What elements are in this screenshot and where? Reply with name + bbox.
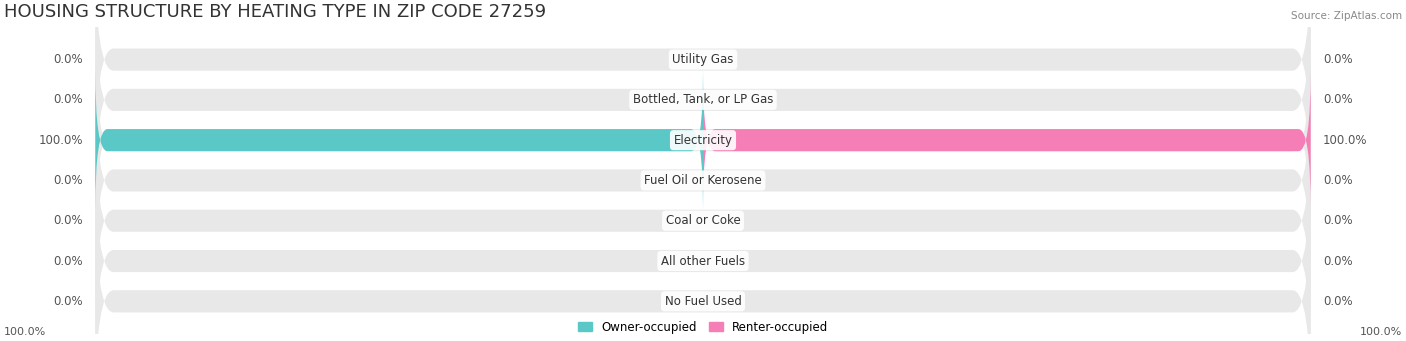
Text: 0.0%: 0.0% bbox=[53, 295, 83, 308]
Text: 0.0%: 0.0% bbox=[1323, 214, 1353, 227]
Text: Fuel Oil or Kerosene: Fuel Oil or Kerosene bbox=[644, 174, 762, 187]
Text: 0.0%: 0.0% bbox=[53, 93, 83, 106]
FancyBboxPatch shape bbox=[703, 71, 1310, 210]
FancyBboxPatch shape bbox=[96, 30, 1310, 250]
Text: 0.0%: 0.0% bbox=[1323, 295, 1353, 308]
Legend: Owner-occupied, Renter-occupied: Owner-occupied, Renter-occupied bbox=[578, 321, 828, 334]
Text: 100.0%: 100.0% bbox=[4, 327, 46, 337]
Text: 0.0%: 0.0% bbox=[53, 174, 83, 187]
Text: HOUSING STRUCTURE BY HEATING TYPE IN ZIP CODE 27259: HOUSING STRUCTURE BY HEATING TYPE IN ZIP… bbox=[4, 3, 547, 21]
Text: Utility Gas: Utility Gas bbox=[672, 53, 734, 66]
Text: 0.0%: 0.0% bbox=[1323, 254, 1353, 268]
Text: 0.0%: 0.0% bbox=[1323, 174, 1353, 187]
Text: Electricity: Electricity bbox=[673, 134, 733, 147]
Text: 100.0%: 100.0% bbox=[39, 134, 83, 147]
FancyBboxPatch shape bbox=[96, 111, 1310, 330]
Text: Bottled, Tank, or LP Gas: Bottled, Tank, or LP Gas bbox=[633, 93, 773, 106]
Text: 0.0%: 0.0% bbox=[53, 53, 83, 66]
Text: Coal or Coke: Coal or Coke bbox=[665, 214, 741, 227]
FancyBboxPatch shape bbox=[96, 0, 1310, 210]
Text: 0.0%: 0.0% bbox=[1323, 93, 1353, 106]
FancyBboxPatch shape bbox=[96, 192, 1310, 341]
Text: 0.0%: 0.0% bbox=[53, 254, 83, 268]
Text: 0.0%: 0.0% bbox=[53, 214, 83, 227]
Text: Source: ZipAtlas.com: Source: ZipAtlas.com bbox=[1291, 11, 1402, 21]
Text: 100.0%: 100.0% bbox=[1323, 134, 1367, 147]
FancyBboxPatch shape bbox=[96, 0, 1310, 169]
FancyBboxPatch shape bbox=[96, 71, 703, 210]
Text: 0.0%: 0.0% bbox=[1323, 53, 1353, 66]
Text: 100.0%: 100.0% bbox=[1360, 327, 1402, 337]
Text: No Fuel Used: No Fuel Used bbox=[665, 295, 741, 308]
Text: All other Fuels: All other Fuels bbox=[661, 254, 745, 268]
FancyBboxPatch shape bbox=[96, 71, 1310, 290]
FancyBboxPatch shape bbox=[96, 151, 1310, 341]
